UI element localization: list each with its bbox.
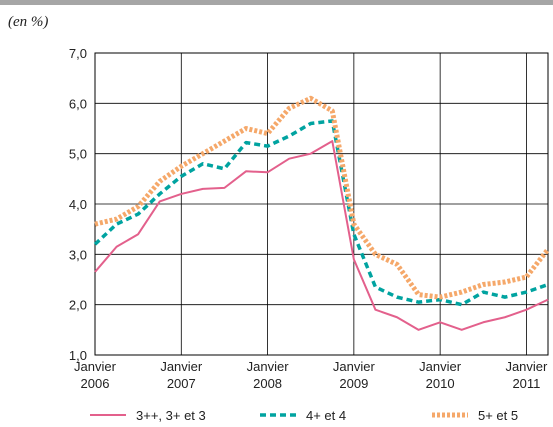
x-tick-label-line: Janvier bbox=[247, 359, 290, 374]
top-bar bbox=[0, 0, 553, 5]
y-tick-label: 4,0 bbox=[69, 197, 87, 212]
line-series bbox=[94, 95, 550, 300]
x-tick-label-line: Janvier bbox=[333, 359, 376, 374]
x-tick-label-line: Janvier bbox=[419, 359, 462, 374]
x-tick-label-line: 2006 bbox=[81, 376, 110, 391]
x-tick-label-line: 2007 bbox=[167, 376, 196, 391]
y-tick-label: 2,0 bbox=[69, 298, 87, 313]
line-series bbox=[94, 140, 549, 331]
legend-label: 4+ et 4 bbox=[306, 408, 346, 423]
x-tick-label-line: Janvier bbox=[74, 359, 117, 374]
x-tick-label: Janvier 2011 bbox=[505, 359, 548, 391]
x-tick-label-line: 2011 bbox=[512, 376, 540, 391]
x-tick-label-line: 2008 bbox=[253, 376, 282, 391]
x-tick-label-line: 2009 bbox=[339, 376, 368, 391]
y-tick-label: 1,0 bbox=[69, 348, 87, 363]
plot-frame bbox=[94, 52, 549, 356]
x-tick-label-line: Janvier bbox=[160, 359, 203, 374]
x-tick-label: Janvier 2007 bbox=[160, 359, 203, 391]
x-tick-label: Janvier 2009 bbox=[333, 359, 376, 391]
y-tick-label: 3,0 bbox=[69, 247, 87, 262]
y-tick-label: 5,0 bbox=[69, 147, 87, 162]
legend-label: 3++, 3+ et 3 bbox=[136, 408, 206, 423]
y-tick-label: 6,0 bbox=[69, 96, 87, 111]
x-tick-label: Janvier 2008 bbox=[247, 359, 290, 391]
y-tick-label: 7,0 bbox=[69, 46, 87, 61]
line-series bbox=[93, 119, 549, 307]
x-tick-label: Janvier 2010 bbox=[419, 359, 462, 391]
x-tick-label-line: Janvier bbox=[505, 359, 548, 374]
legend-label: 5+ et 5 bbox=[478, 408, 518, 423]
x-tick-label: Janvier 2006 bbox=[74, 359, 117, 391]
chart-subtitle: (en %) bbox=[8, 14, 48, 30]
x-tick-label-line: 2010 bbox=[426, 376, 455, 391]
